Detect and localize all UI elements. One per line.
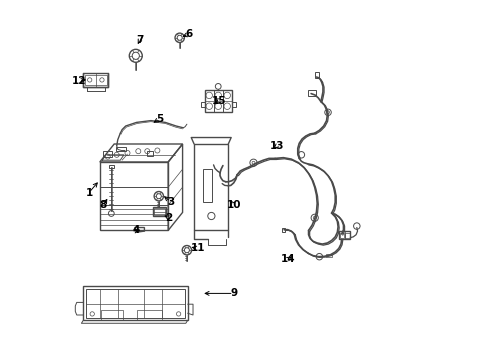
Text: 7: 7 <box>136 35 143 45</box>
Bar <box>116 147 126 151</box>
Bar <box>103 151 112 157</box>
Bar <box>200 102 204 107</box>
Bar <box>100 162 168 230</box>
Bar <box>339 233 344 238</box>
Bar <box>194 144 228 230</box>
Text: 8: 8 <box>100 200 107 210</box>
Text: 10: 10 <box>226 200 241 210</box>
Bar <box>314 72 319 78</box>
Text: 2: 2 <box>165 213 172 223</box>
Text: 3: 3 <box>167 197 174 207</box>
Bar <box>153 208 165 215</box>
Bar <box>86 289 184 318</box>
Text: 9: 9 <box>230 288 237 298</box>
Bar <box>231 102 236 107</box>
Text: 11: 11 <box>190 243 204 253</box>
Bar <box>152 207 166 216</box>
Text: 12: 12 <box>72 76 86 86</box>
Bar <box>146 151 153 156</box>
Bar <box>203 169 212 202</box>
Text: 1: 1 <box>85 188 92 198</box>
Bar <box>101 310 122 320</box>
Bar <box>325 254 332 257</box>
Bar <box>338 231 349 239</box>
Bar <box>85 75 106 85</box>
Text: 15: 15 <box>212 96 226 106</box>
Bar <box>204 90 231 112</box>
Text: 6: 6 <box>184 29 192 39</box>
Bar <box>307 90 315 96</box>
Text: 14: 14 <box>280 254 294 264</box>
Bar <box>137 310 162 320</box>
Text: 4: 4 <box>133 225 140 235</box>
Bar <box>83 73 108 87</box>
Bar <box>108 165 114 168</box>
Bar <box>83 286 187 320</box>
Bar <box>344 233 349 238</box>
Text: 5: 5 <box>156 114 163 124</box>
Text: 13: 13 <box>269 141 284 151</box>
